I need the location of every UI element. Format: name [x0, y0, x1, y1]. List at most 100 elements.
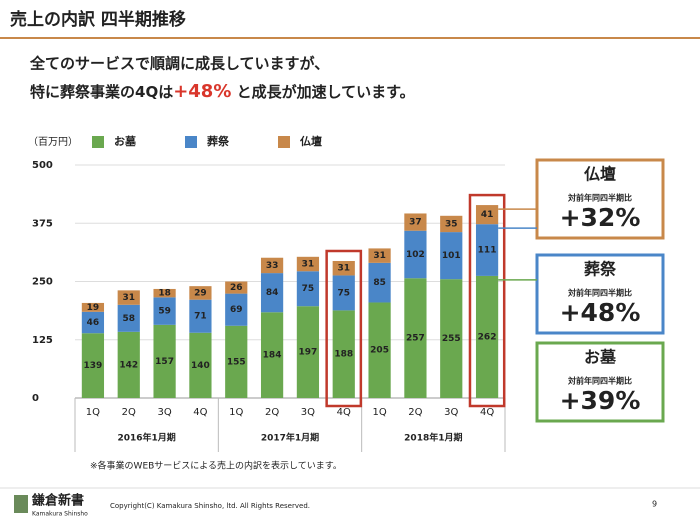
callout-growth: +39%: [560, 386, 641, 415]
subtitle-text: と成長が加速しています。: [231, 83, 414, 101]
x-tick-label: 1Q: [86, 407, 100, 418]
value-label: 85: [373, 278, 386, 288]
bar-segment: [440, 215, 463, 233]
value-label: 46: [87, 318, 100, 328]
bar-segment: [260, 312, 284, 398]
bar-segment: [332, 260, 355, 276]
value-label: 19: [87, 303, 100, 313]
value-label: 31: [122, 293, 135, 303]
callout-box: [535, 341, 665, 423]
x-tick-label: 3Q: [444, 407, 458, 418]
bar-segment: [117, 304, 140, 332]
x-tick-label: 1Q: [372, 407, 386, 418]
callout-title: お墓: [584, 348, 617, 367]
bar-segment: [81, 302, 105, 312]
y-tick-label: 0: [32, 393, 39, 404]
unit-label: （百万円）: [28, 136, 78, 148]
value-label: 184: [263, 351, 282, 361]
page-number: 9: [652, 500, 657, 509]
callout-box: [535, 253, 665, 335]
value-label: 31: [302, 260, 315, 270]
bar-segment: [260, 257, 284, 274]
callout-caption: 対前年同四半期比: [567, 288, 632, 298]
bar-segment: [153, 324, 176, 398]
bar-segment: [296, 256, 320, 272]
x-tick-label: 2Q: [408, 407, 422, 418]
bar-segment: [368, 262, 391, 303]
bar-segment: [404, 278, 427, 398]
value-label: 75: [337, 288, 350, 298]
x-tick-label: 2Q: [122, 407, 136, 418]
value-label: 205: [370, 346, 389, 356]
subtitle-line2: 特に葬祭事業の4Qは+48% と成長が加速しています。: [30, 81, 415, 102]
value-label: 41: [481, 210, 494, 220]
bar-segment: [440, 232, 463, 280]
bar-segment: [117, 290, 140, 305]
value-label: 255: [442, 334, 461, 344]
x-tick-label: 4Q: [480, 407, 494, 418]
x-tick-label: 1Q: [229, 407, 243, 418]
legend-swatch: [278, 136, 290, 148]
value-label: 18: [158, 289, 171, 299]
copyright: Copyright(C) Kamakura Shinsho, ltd. All …: [110, 502, 310, 510]
bar-segment: [296, 271, 320, 307]
logo-sub: Kamakura Shinsho: [32, 511, 88, 518]
value-label: 59: [158, 307, 171, 317]
bar-segment: [404, 213, 427, 231]
y-tick-label: 375: [32, 218, 53, 229]
bar-segment: [153, 297, 176, 325]
bar-segment: [153, 288, 176, 298]
value-label: 102: [406, 250, 425, 260]
y-tick-label: 125: [32, 335, 53, 346]
value-label: 155: [227, 357, 246, 367]
legend-swatch: [185, 136, 197, 148]
value-label: 35: [445, 219, 458, 229]
bar-segment: [189, 286, 212, 300]
callout-title: 葬祭: [584, 260, 617, 279]
subtitle-text: 特に葬祭事業の4Qは: [30, 83, 173, 101]
logo: 鎌倉新書: [31, 493, 84, 509]
legend-swatch: [92, 136, 104, 148]
value-label: 31: [373, 251, 386, 261]
callout-caption: 対前年同四半期比: [567, 193, 632, 203]
subtitle-line1: 全てのサービスで順調に成長していますが、: [29, 55, 329, 73]
x-tick-label: 3Q: [157, 407, 171, 418]
value-label: 139: [84, 361, 103, 371]
bar-segment: [225, 281, 248, 294]
value-label: 262: [478, 332, 497, 342]
callout-growth: +32%: [560, 203, 641, 232]
bar-segment: [225, 325, 248, 398]
bar-segment: [332, 310, 355, 398]
x-tick-label: 4Q: [337, 407, 351, 418]
value-label: 84: [266, 288, 279, 298]
logo-mark: [14, 495, 28, 513]
bar-segment: [81, 311, 105, 334]
highlight-box: [325, 249, 363, 408]
bar-segment: [189, 299, 212, 333]
bar-segment: [332, 275, 355, 311]
bar-segment: [225, 293, 248, 326]
bar-segment: [81, 333, 105, 398]
value-label: 26: [230, 283, 243, 293]
y-tick-label: 500: [32, 160, 53, 171]
footnote: ※各事業のWEBサービスによる売上の内訳を表示しています。: [90, 460, 342, 472]
callout-box: [535, 158, 665, 240]
legend-label: 葬祭: [207, 134, 230, 148]
value-label: 58: [122, 314, 135, 324]
value-label: 37: [409, 218, 422, 228]
bar-segment: [368, 302, 391, 398]
bar-segment: [440, 279, 463, 398]
bar-segment: [475, 205, 499, 225]
value-label: 33: [266, 261, 279, 271]
callout-title: 仏壇: [584, 165, 616, 184]
value-label: 101: [442, 251, 461, 261]
callout-caption: 対前年同四半期比: [567, 376, 632, 386]
group-label: 2017年1月期: [261, 432, 319, 444]
value-label: 111: [478, 246, 497, 256]
bar-segment: [117, 331, 140, 398]
legend-label: 仏壇: [300, 134, 322, 148]
value-label: 257: [406, 334, 425, 344]
subtitle-highlight: +48%: [173, 81, 231, 102]
value-label: 29: [194, 288, 207, 298]
